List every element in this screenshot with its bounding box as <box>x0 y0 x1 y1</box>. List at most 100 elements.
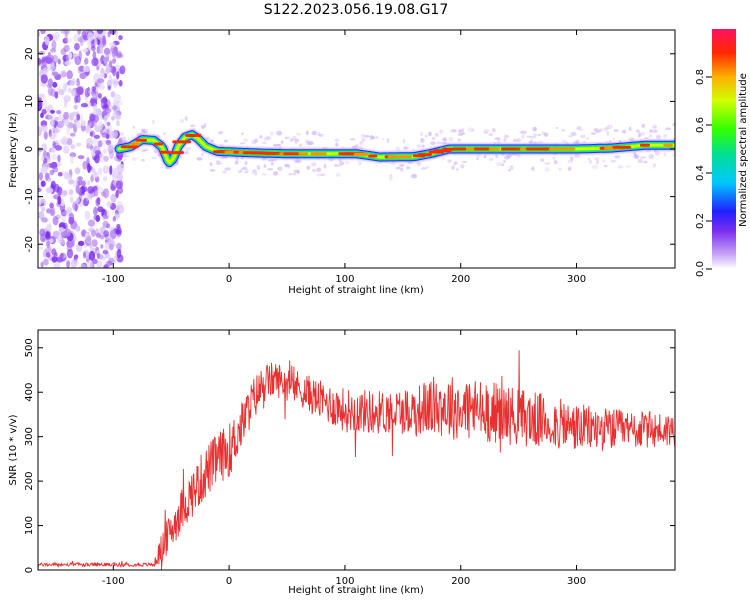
noise-speckle <box>109 165 113 176</box>
ridge-halo-speckle <box>424 134 428 138</box>
ridge-halo-speckle <box>492 128 496 133</box>
ridge-halo-speckle <box>395 146 401 152</box>
ridge-halo-speckle <box>570 131 577 136</box>
x-tick-label: -100 <box>102 576 125 587</box>
noise-speckle <box>112 216 117 222</box>
ridge-halo-speckle <box>533 127 537 132</box>
ridge-halo-speckle <box>420 138 424 143</box>
noise-speckle <box>38 213 44 219</box>
ridge-halo-speckle <box>625 165 632 168</box>
ridge-halo-speckle <box>530 136 536 139</box>
noise-speckle <box>63 44 70 53</box>
ridge-halo-speckle <box>190 124 196 128</box>
noise-speckle <box>89 188 94 194</box>
ridge-halo-speckle <box>652 163 657 168</box>
noise-speckle <box>98 253 104 260</box>
noise-speckle <box>109 30 117 35</box>
noise-speckle <box>49 208 55 216</box>
noise-speckle <box>76 187 83 195</box>
noise-speckle <box>103 55 110 64</box>
ridge-halo-speckle <box>596 159 599 165</box>
noise-speckle <box>45 115 53 120</box>
noise-speckle <box>90 96 98 103</box>
noise-speckle <box>96 39 101 46</box>
noise-speckle <box>50 65 56 71</box>
noise-speckle <box>64 60 72 66</box>
noise-speckle <box>54 145 63 151</box>
noise-speckle <box>58 226 65 233</box>
x-tick-label: 200 <box>451 274 470 285</box>
noise-speckle <box>46 240 51 248</box>
noise-speckle <box>107 144 114 154</box>
noise-speckle <box>107 254 111 259</box>
ridge-halo-speckle <box>453 161 458 166</box>
noise-speckle <box>92 114 100 123</box>
ridge-halo-speckle <box>507 168 512 172</box>
ridge-halo-speckle <box>541 131 546 135</box>
ridge-halo-speckle <box>579 134 586 138</box>
noise-speckle <box>96 197 101 205</box>
noise-speckle <box>81 120 86 126</box>
ridge-halo-speckle <box>526 135 533 138</box>
ridge-halo-speckle <box>488 157 494 161</box>
noise-speckle <box>50 147 57 153</box>
noise-speckle <box>64 32 68 42</box>
noise-speckle <box>83 32 88 42</box>
noise-speckle <box>54 116 59 122</box>
noise-speckle <box>86 235 92 243</box>
noise-speckle <box>76 95 81 103</box>
ridge-halo-speckle <box>467 127 474 132</box>
ridge-halo-speckle <box>555 126 559 130</box>
noise-speckle <box>118 163 125 173</box>
ridge-halo-speckle <box>389 175 393 181</box>
noise-speckle <box>115 100 123 107</box>
ridge-halo-speckle <box>317 173 322 177</box>
colorbar-tick-label: 0.4 <box>695 165 706 181</box>
noise-speckle <box>96 45 100 54</box>
noise-speckle <box>77 240 85 246</box>
noise-speckle <box>71 89 76 97</box>
noise-speckle <box>102 215 109 219</box>
y-tick-label: 0 <box>24 567 35 573</box>
noise-speckle <box>38 126 42 136</box>
ridge-halo-speckle <box>215 160 220 163</box>
noise-speckle <box>75 197 80 203</box>
ridge-halo-speckle <box>277 166 283 172</box>
noise-speckle <box>95 228 99 236</box>
noise-speckle <box>93 134 100 139</box>
ridge-halo-speckle <box>561 128 566 132</box>
x-tick-label: 0 <box>226 274 232 285</box>
ridge-halo-speckle <box>276 130 283 136</box>
ridge-halo-speckle <box>594 157 600 161</box>
noise-speckle <box>38 187 42 193</box>
noise-speckle <box>38 93 45 99</box>
ridge-halo-speckle <box>305 139 309 144</box>
ridge-halo-speckle <box>520 130 527 134</box>
noise-speckle <box>97 186 104 194</box>
ridge-halo-speckle <box>447 159 452 163</box>
noise-speckle <box>80 38 84 47</box>
noise-speckle <box>84 88 90 98</box>
noise-speckle <box>56 109 62 115</box>
ridge-halo-speckle <box>494 137 501 141</box>
noise-speckle <box>69 239 75 248</box>
ridge-halo-speckle <box>234 160 239 165</box>
ridge-halo-speckle <box>246 169 250 172</box>
ridge-halo-speckle <box>628 126 632 131</box>
ridge-halo-speckle <box>131 157 137 161</box>
ridge-halo-speckle <box>613 129 619 133</box>
ridge-halo-speckle <box>196 157 203 161</box>
noise-speckle <box>63 99 68 108</box>
ridge-halo-speckle <box>544 167 550 172</box>
ridge-halo-speckle <box>662 134 668 138</box>
noise-speckle <box>79 263 87 268</box>
noise-speckle <box>66 206 73 214</box>
noise-speckle <box>73 254 79 259</box>
noise-speckle <box>42 66 51 73</box>
ridge-halo-speckle <box>200 124 206 129</box>
noise-speckle <box>52 81 58 88</box>
noise-speckle <box>77 176 83 181</box>
ridge-halo-speckle <box>592 164 598 169</box>
noise-speckle <box>43 131 48 140</box>
spectrogram-x-ticks: -100 0 100 200 300 <box>102 30 586 285</box>
